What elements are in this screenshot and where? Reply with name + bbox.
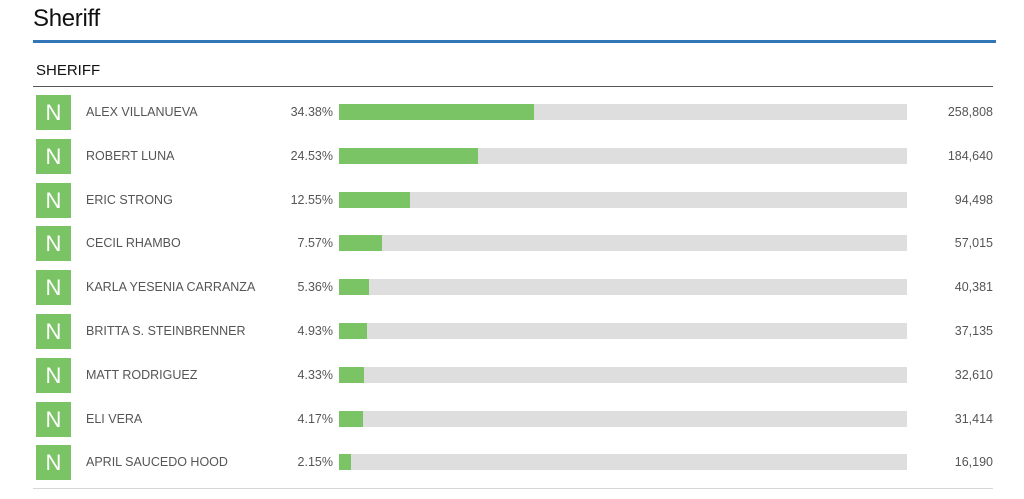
candidate-name: ERIC STRONG [86, 192, 173, 207]
vote-share-bar [339, 279, 907, 296]
contest-divider [33, 86, 993, 87]
candidate-percent: 7.57% [297, 236, 333, 251]
vote-share-bar [339, 454, 907, 471]
candidate-name: ROBERT LUNA [86, 148, 175, 163]
vote-share-bar [339, 322, 907, 339]
candidate-name: CECIL RHAMBO [86, 236, 181, 251]
candidate-row: N KARLA YESENIA CARRANZA 5.36% 40,381 [36, 269, 996, 313]
candidate-percent: 5.36% [297, 280, 333, 295]
candidate-name: APRIL SAUCEDO HOOD [86, 455, 228, 470]
vote-share-bar [339, 191, 907, 208]
candidate-votes: 184,640 [947, 148, 993, 163]
candidate-votes: 31,414 [954, 411, 993, 426]
vote-share-bar-fill [339, 104, 535, 120]
candidate-row: N ROBERT LUNA 24.53% 184,640 [36, 138, 996, 182]
nonpartisan-badge: N [36, 138, 71, 174]
nonpartisan-badge: N [36, 401, 71, 437]
candidate-percent: 34.38% [290, 105, 333, 119]
candidate-row: N CECIL RHAMBO 7.57% 57,015 [36, 225, 996, 269]
vote-share-bar [339, 410, 907, 427]
title-divider [33, 40, 996, 43]
candidate-votes: 258,808 [947, 105, 993, 119]
candidate-percent: 24.53% [290, 148, 333, 163]
candidate-name: KARLA YESENIA CARRANZA [86, 280, 256, 295]
vote-share-bar-fill [339, 191, 411, 208]
candidate-row: N ALEX VILLANUEVA 34.38% 258,808 [36, 94, 996, 138]
candidate-percent: 12.55% [290, 192, 333, 207]
vote-share-bar [339, 366, 907, 383]
vote-share-bar [339, 235, 907, 252]
candidate-results-list: N ALEX VILLANUEVA 34.38% 258,808 N ROBERT LUN… [36, 94, 996, 488]
candidate-votes: 32,610 [954, 367, 993, 382]
vote-share-bar-fill [339, 454, 352, 471]
candidate-votes: 16,190 [954, 455, 993, 470]
candidate-percent: 4.17% [297, 411, 333, 426]
candidate-votes: 94,498 [954, 192, 993, 207]
candidate-row: N BRITTA S. STEINBRENNER 4.93% 37,135 [36, 313, 996, 357]
nonpartisan-badge: N [36, 357, 71, 393]
candidate-row: N ELI VERA 4.17% 31,414 [36, 401, 996, 445]
candidate-name: ALEX VILLANUEVA [86, 105, 198, 119]
candidate-votes: 57,015 [954, 236, 993, 251]
candidate-percent: 4.93% [297, 323, 333, 338]
nonpartisan-badge: N [36, 226, 71, 262]
candidate-name: ELI VERA [86, 411, 143, 426]
vote-share-bar [339, 147, 907, 164]
nonpartisan-badge: N [36, 313, 71, 349]
vote-share-bar-fill [339, 366, 364, 383]
nonpartisan-badge: N [36, 270, 71, 306]
candidate-percent: 4.33% [297, 367, 333, 382]
vote-share-bar-fill [339, 410, 363, 427]
candidate-votes: 37,135 [954, 323, 993, 338]
candidate-name: BRITTA S. STEINBRENNER [86, 323, 246, 338]
nonpartisan-badge: N [36, 182, 71, 218]
vote-share-bar-fill [339, 235, 382, 252]
vote-share-bar-fill [339, 147, 479, 164]
nonpartisan-badge: N [36, 445, 71, 481]
vote-share-bar [339, 104, 907, 120]
nonpartisan-badge: N [36, 95, 71, 130]
candidate-row: N MATT RODRIGUEZ 4.33% 32,610 [36, 357, 996, 401]
candidate-name: MATT RODRIGUEZ [86, 367, 198, 382]
vote-share-bar-fill [339, 279, 370, 296]
candidate-votes: 40,381 [954, 280, 993, 295]
bottom-divider [33, 488, 993, 489]
contest-heading: SHERIFF [36, 62, 101, 79]
vote-share-bar-fill [339, 322, 367, 339]
candidate-percent: 2.15% [297, 455, 333, 470]
candidate-row: N APRIL SAUCEDO HOOD 2.15% 16,190 [36, 444, 996, 488]
candidate-row: N ERIC STRONG 12.55% 94,498 [36, 182, 996, 226]
page-title: Sheriff [33, 5, 100, 32]
